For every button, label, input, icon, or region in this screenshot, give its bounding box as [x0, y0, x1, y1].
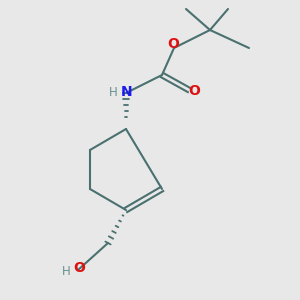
Text: O: O — [74, 262, 86, 275]
Text: H: H — [62, 265, 71, 278]
Text: O: O — [188, 84, 200, 98]
Text: O: O — [167, 37, 179, 51]
Text: N: N — [121, 85, 132, 99]
Text: H: H — [109, 86, 118, 99]
